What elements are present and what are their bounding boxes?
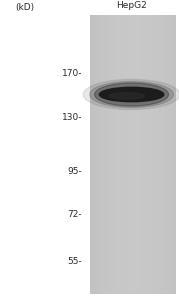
Text: HepG2: HepG2: [116, 2, 147, 10]
Text: (kD): (kD): [16, 3, 35, 12]
Ellipse shape: [90, 81, 173, 108]
Ellipse shape: [109, 93, 144, 99]
Ellipse shape: [95, 83, 169, 106]
Ellipse shape: [99, 87, 164, 102]
Text: 170-: 170-: [62, 69, 82, 78]
Text: 130-: 130-: [62, 112, 82, 122]
Ellipse shape: [83, 80, 179, 110]
Text: 55-: 55-: [68, 256, 82, 266]
Text: 95-: 95-: [68, 167, 82, 176]
Text: 72-: 72-: [68, 210, 82, 219]
